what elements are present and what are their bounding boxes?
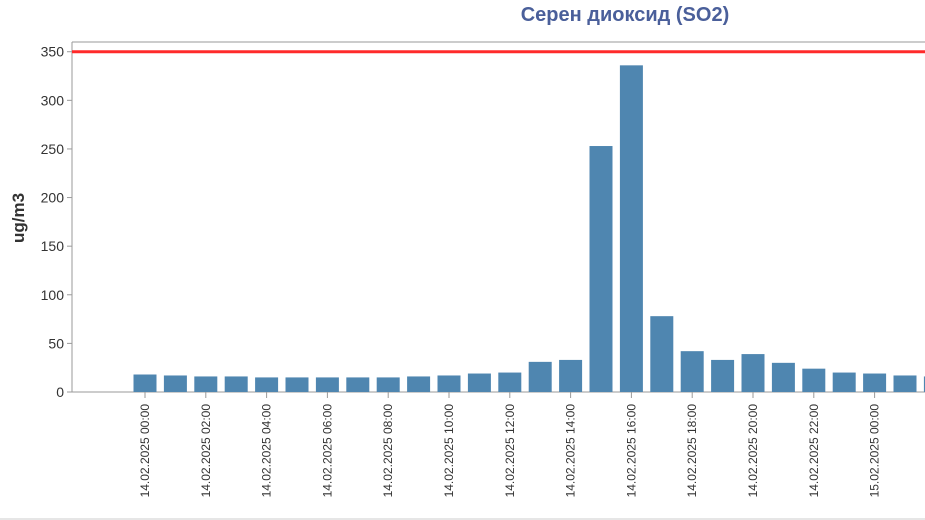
bar	[741, 354, 765, 392]
bar	[315, 377, 339, 392]
x-tick-label: 14.02.2025 16:00	[624, 404, 638, 498]
bar	[589, 146, 613, 392]
bar	[498, 372, 522, 392]
bar	[680, 351, 704, 392]
x-tick-label: 15.02.2025 00:00	[868, 404, 882, 498]
bar	[133, 374, 157, 392]
bar	[528, 361, 552, 392]
y-axis-label: ug/m3	[9, 193, 28, 243]
y-tick-label: 250	[41, 141, 65, 157]
bar	[711, 359, 735, 392]
y-axis: 0 50 100 150 200 250 300 350	[41, 44, 72, 400]
x-tick-label: 14.02.2025 18:00	[685, 404, 699, 498]
bar	[832, 372, 856, 392]
bar	[650, 316, 674, 392]
y-tick-label: 100	[41, 287, 65, 303]
x-tick-label: 14.02.2025 08:00	[381, 404, 395, 498]
bar	[923, 376, 925, 392]
bar	[467, 373, 491, 392]
bars	[133, 65, 925, 392]
plot-frame	[71, 41, 925, 393]
bar	[802, 368, 826, 392]
x-tick-label: 14.02.2025 22:00	[807, 404, 821, 498]
x-tick-label: 14.02.2025 12:00	[503, 404, 517, 498]
x-axis: 14.02.2025 00:00 14.02.2025 02:00 14.02.20…	[138, 392, 882, 497]
bar	[163, 375, 187, 392]
bar	[376, 377, 400, 392]
bottom-divider	[0, 518, 925, 520]
bar	[559, 359, 583, 392]
bar	[346, 377, 370, 392]
x-tick-label: 14.02.2025 14:00	[564, 404, 578, 498]
bar	[619, 65, 643, 392]
x-tick-label: 14.02.2025 20:00	[746, 404, 760, 498]
y-tick-label: 0	[56, 384, 64, 400]
y-tick-label: 200	[41, 190, 65, 206]
bar	[255, 377, 279, 392]
y-tick-label: 150	[41, 238, 65, 254]
bar	[224, 376, 248, 392]
y-tick-label: 50	[48, 335, 64, 351]
bar	[863, 373, 887, 392]
bar	[771, 362, 795, 392]
chart-title: Серен диоксид (SO2)	[520, 4, 730, 26]
x-tick-label: 14.02.2025 02:00	[199, 404, 213, 498]
bar	[893, 375, 917, 392]
bar	[285, 377, 309, 392]
bar	[437, 375, 461, 392]
y-tick-label: 350	[41, 44, 65, 60]
x-tick-label: 14.02.2025 04:00	[260, 404, 274, 498]
bar	[407, 376, 431, 392]
x-tick-label: 14.02.2025 06:00	[320, 404, 334, 498]
bar	[194, 376, 218, 392]
x-tick-label: 14.02.2025 10:00	[442, 404, 456, 498]
y-tick-label: 300	[41, 92, 65, 108]
x-tick-label: 14.02.2025 00:00	[138, 404, 152, 498]
